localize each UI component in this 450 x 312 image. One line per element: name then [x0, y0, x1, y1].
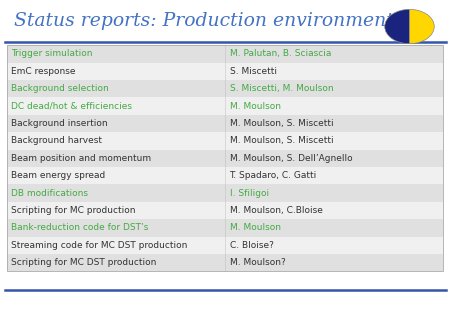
Bar	[7, 80, 443, 97]
Text: Scripting for MC production: Scripting for MC production	[11, 206, 136, 215]
Text: EmC response: EmC response	[11, 67, 76, 76]
Text: Status reports: Production environment: Status reports: Production environment	[14, 12, 393, 31]
Text: S. Miscetti: S. Miscetti	[230, 67, 276, 76]
Text: M. Palutan, B. Sciascia: M. Palutan, B. Sciascia	[230, 49, 331, 58]
Text: Scripting for MC DST production: Scripting for MC DST production	[11, 258, 157, 267]
Text: M. Moulson: M. Moulson	[230, 223, 280, 232]
Bar	[7, 45, 443, 63]
Bar	[7, 97, 443, 115]
Text: M. Moulson: M. Moulson	[230, 102, 280, 111]
Text: C. Bloise?: C. Bloise?	[230, 241, 274, 250]
Bar	[7, 115, 443, 132]
Bar	[7, 150, 443, 167]
Text: M. Moulson, S. Miscetti: M. Moulson, S. Miscetti	[230, 119, 333, 128]
Bar	[7, 132, 443, 150]
Text: Beam position and momentum: Beam position and momentum	[11, 154, 151, 163]
Bar	[7, 219, 443, 236]
Text: M. Moulson, S. Miscetti: M. Moulson, S. Miscetti	[230, 136, 333, 145]
Wedge shape	[385, 9, 410, 44]
Bar	[7, 202, 443, 219]
Bar	[7, 184, 443, 202]
Text: DC dead/hot & efficiencies: DC dead/hot & efficiencies	[11, 102, 132, 111]
Wedge shape	[410, 9, 434, 44]
Text: Background harvest: Background harvest	[11, 136, 102, 145]
Text: M. Moulson, S. Dell’Agnello: M. Moulson, S. Dell’Agnello	[230, 154, 352, 163]
Text: I. Sfiligoi: I. Sfiligoi	[230, 189, 269, 197]
Text: S. Miscetti, M. Moulson: S. Miscetti, M. Moulson	[230, 84, 333, 93]
Bar	[7, 45, 443, 271]
Text: Streaming code for MC DST production: Streaming code for MC DST production	[11, 241, 188, 250]
Bar	[7, 63, 443, 80]
Text: DB modifications: DB modifications	[11, 189, 88, 197]
Text: M. Moulson, C.Bloise: M. Moulson, C.Bloise	[230, 206, 322, 215]
Bar	[7, 236, 443, 254]
Text: M. Moulson?: M. Moulson?	[230, 258, 285, 267]
Text: Beam energy spread: Beam energy spread	[11, 171, 105, 180]
Bar	[7, 167, 443, 184]
Text: Background insertion: Background insertion	[11, 119, 108, 128]
Text: T. Spadaro, C. Gatti: T. Spadaro, C. Gatti	[230, 171, 317, 180]
Bar	[7, 254, 443, 271]
Text: Background selection: Background selection	[11, 84, 109, 93]
Text: Trigger simulation: Trigger simulation	[11, 49, 93, 58]
Text: Bank-reduction code for DST’s: Bank-reduction code for DST’s	[11, 223, 148, 232]
